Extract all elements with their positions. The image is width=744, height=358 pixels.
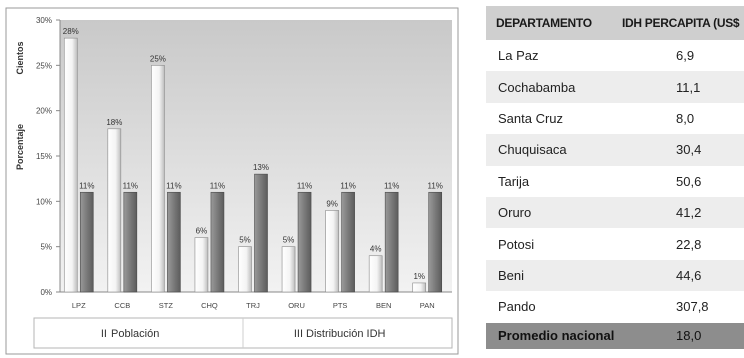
idh-value-cell: 50,6 bbox=[676, 173, 702, 189]
data-label-idh: 11% bbox=[384, 181, 399, 190]
bar-poblacion-lpz bbox=[63, 37, 78, 293]
y-tick-label: 5% bbox=[40, 243, 52, 252]
column-header-idh-percapita: IDH PERCAPITA (US$ bbox=[608, 6, 744, 40]
bar-poblacion-chq bbox=[194, 237, 209, 293]
idh-value-cell: 307,8 bbox=[676, 299, 709, 315]
x-tick-label: PAN bbox=[420, 301, 435, 310]
department-cell: Santa Cruz bbox=[498, 110, 564, 126]
bar-poblacion-pan bbox=[412, 282, 427, 293]
department-cell: Chuquisaca bbox=[486, 134, 608, 166]
bar-idh-ben bbox=[384, 191, 399, 293]
bar-poblacion-ben bbox=[368, 255, 383, 293]
average-label-cell: Promedio nacional bbox=[486, 322, 614, 349]
y-tick-label: 10% bbox=[36, 197, 52, 206]
y-tick-label: 20% bbox=[36, 107, 52, 116]
legend-marker-idh: III bbox=[294, 328, 303, 340]
data-label-idh: 13% bbox=[253, 163, 269, 172]
data-label-idh: 11% bbox=[79, 181, 94, 190]
bar-poblacion-trj bbox=[238, 246, 252, 293]
data-label-poblacion: 5% bbox=[283, 236, 295, 245]
data-label-poblacion: 4% bbox=[370, 245, 382, 254]
data-label-poblacion: 18% bbox=[106, 118, 122, 127]
idh-value-cell: 44,6 bbox=[608, 259, 744, 292]
table-row: Chuquisaca 30,4 bbox=[486, 134, 744, 166]
bar-poblacion-ccb bbox=[107, 128, 122, 293]
idh-value-cell: 11,1 bbox=[608, 71, 744, 103]
bar-poblacion-stz bbox=[151, 65, 165, 293]
idh-table: DEPARTAMENTO IDH PERCAPITA (US$ La Paz 6… bbox=[486, 6, 744, 349]
department-cell: Beni bbox=[486, 259, 608, 292]
data-label-idh: 11% bbox=[428, 181, 443, 190]
idh-value-cell: 30,4 bbox=[608, 134, 744, 166]
x-tick-label: PTS bbox=[333, 301, 348, 310]
bar-idh-ccb bbox=[123, 191, 138, 293]
department-cell: Pando bbox=[498, 299, 536, 315]
bar-chart: 0% 5% 10% 15% 20% 25% 30% 28% 11% 18% 11% 25% 11% 6%… bbox=[5, 7, 459, 355]
y-axis-units: Cientos bbox=[15, 41, 25, 74]
x-tick-label: STZ bbox=[159, 301, 174, 310]
average-value-cell: 18,0 bbox=[608, 322, 744, 349]
table-row: Potosi 22,8 bbox=[486, 228, 744, 259]
x-tick-label: LPZ bbox=[72, 301, 86, 310]
chart-panel: 0% 5% 10% 15% 20% 25% 30% 28% 11% 18% 11% 25% 11% 6%… bbox=[5, 7, 459, 355]
x-tick-label: CCB bbox=[114, 301, 130, 310]
data-label-idh: 11% bbox=[340, 181, 355, 190]
legend-label-poblacion: Población bbox=[111, 328, 159, 340]
legend-label-idh: Distribución IDH bbox=[306, 328, 386, 340]
idh-value-cell: 22,8 bbox=[676, 236, 702, 252]
y-tick-label: 15% bbox=[36, 152, 52, 161]
y-tick-label: 25% bbox=[36, 61, 52, 70]
bar-idh-chq bbox=[210, 191, 225, 293]
data-label-idh: 11% bbox=[123, 181, 138, 190]
table-row: Tarija 50,6 bbox=[486, 166, 744, 197]
idh-value-cell: 6,9 bbox=[676, 48, 695, 64]
bar-idh-pts bbox=[341, 191, 355, 293]
department-cell: La Paz bbox=[498, 48, 539, 64]
data-label-idh: 11% bbox=[297, 181, 312, 190]
data-label-idh: 11% bbox=[210, 181, 225, 190]
bar-idh-pan bbox=[428, 191, 443, 293]
x-tick-label: ORU bbox=[288, 301, 305, 310]
data-label-poblacion: 6% bbox=[196, 227, 208, 236]
table-row: Oruro 41,2 bbox=[486, 196, 744, 229]
table-row: Cochabamba 11,1 bbox=[486, 71, 744, 103]
x-tick-label: CHQ bbox=[201, 301, 218, 310]
bar-poblacion-pts bbox=[325, 210, 339, 293]
y-tick-label: 0% bbox=[40, 288, 52, 297]
y-tick-label: 30% bbox=[36, 16, 52, 25]
x-tick-label: TRJ bbox=[246, 301, 260, 310]
data-label-poblacion: 28% bbox=[63, 27, 79, 36]
department-cell: Potosi bbox=[498, 236, 535, 252]
bar-poblacion-oru bbox=[281, 246, 296, 293]
column-header-departamento: DEPARTAMENTO bbox=[486, 6, 608, 40]
data-label-poblacion: 5% bbox=[239, 236, 251, 245]
department-cell: Tarija bbox=[498, 173, 530, 189]
table-header-row: DEPARTAMENTO IDH PERCAPITA (US$ bbox=[486, 6, 744, 40]
table-row: La Paz 6,9 bbox=[486, 40, 744, 71]
table-footer-row: Promedio nacional 18,0 bbox=[486, 322, 744, 349]
bar-idh-stz bbox=[167, 191, 181, 293]
idh-value-cell: 8,0 bbox=[676, 110, 695, 126]
table-row: Pando 307,8 bbox=[486, 291, 744, 322]
idh-table-panel: DEPARTAMENTO IDH PERCAPITA (US$ La Paz 6… bbox=[486, 6, 744, 358]
y-axis-title: Porcentaje bbox=[15, 124, 25, 170]
x-tick-label: BEN bbox=[376, 301, 391, 310]
data-label-poblacion: 1% bbox=[413, 272, 425, 281]
data-label-poblacion: 9% bbox=[326, 199, 338, 208]
idh-value-cell: 41,2 bbox=[608, 196, 744, 229]
bar-idh-lpz bbox=[79, 191, 94, 293]
table-row: Beni 44,6 bbox=[486, 259, 744, 292]
legend-marker-poblacion: II bbox=[101, 328, 107, 340]
department-cell: Oruro bbox=[486, 196, 608, 229]
data-label-poblacion: 25% bbox=[150, 54, 166, 63]
bar-idh-trj bbox=[254, 173, 268, 293]
department-cell: Cochabamba bbox=[486, 71, 608, 103]
table-row: Santa Cruz 8,0 bbox=[486, 103, 744, 134]
data-label-idh: 11% bbox=[166, 181, 181, 190]
bar-idh-oru bbox=[297, 191, 312, 293]
